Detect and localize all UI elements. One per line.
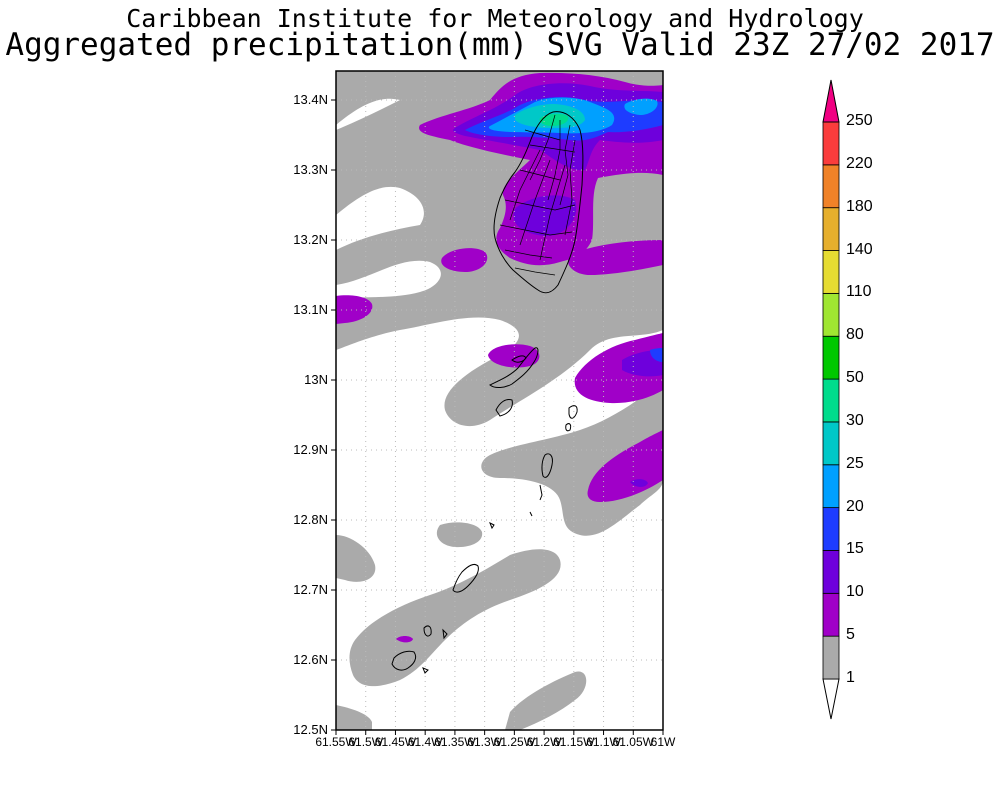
island-mustique bbox=[495, 399, 513, 417]
map-frame bbox=[335, 70, 664, 731]
colorbar-label: 80 bbox=[846, 326, 864, 344]
purple-blob-mid bbox=[488, 344, 540, 368]
colorbar-label: 180 bbox=[846, 197, 873, 215]
colorbar-label: 140 bbox=[846, 240, 873, 258]
island-union bbox=[452, 563, 479, 593]
purple-blob-east bbox=[574, 333, 663, 404]
grey-blob-sw bbox=[336, 705, 372, 730]
lat-label: 13.3N bbox=[293, 162, 328, 177]
lat-label: 12.9N bbox=[293, 442, 328, 457]
lon-label: 61.1W bbox=[586, 735, 621, 749]
grey-blob-w bbox=[336, 535, 376, 582]
purple-blob-far-w bbox=[336, 295, 373, 324]
colorbar-min-arrow bbox=[822, 678, 840, 720]
colorbar-segment bbox=[822, 164, 840, 209]
axis-ticks bbox=[331, 99, 664, 735]
colorbar-segment bbox=[822, 250, 840, 294]
lon-label: 61.5W bbox=[348, 735, 384, 749]
title-line-2: Aggregated precipitation(mm) SVG Valid 2… bbox=[5, 27, 995, 63]
colorbar-segment bbox=[822, 421, 840, 466]
grey-blob-se bbox=[505, 671, 587, 730]
colorbar-segment bbox=[822, 121, 840, 166]
lon-label: 61.25W bbox=[493, 735, 536, 749]
lat-label: 13.2N bbox=[293, 232, 328, 247]
lon-label: 61.2W bbox=[526, 735, 562, 749]
grey-band-ne bbox=[589, 400, 663, 480]
island-st-vincent bbox=[493, 111, 584, 294]
lon-label: 61.35W bbox=[434, 735, 476, 749]
lon-label: 61.55W bbox=[315, 735, 357, 749]
lon-label: 61.3W bbox=[467, 735, 502, 749]
colorbar-label: 25 bbox=[846, 454, 864, 472]
island-bequia bbox=[489, 347, 539, 388]
purple-blob-small bbox=[396, 636, 413, 643]
title-line-1: Caribbean Institute for Meteorology and … bbox=[126, 4, 864, 33]
lat-label: 12.6N bbox=[293, 652, 328, 667]
lat-label: 12.5N bbox=[293, 722, 328, 737]
colorbar-segment bbox=[822, 592, 840, 637]
colorbar-segment bbox=[822, 335, 840, 380]
colorbar-label: 50 bbox=[846, 369, 864, 387]
purple-blob-e bbox=[567, 240, 663, 275]
lat-label: 12.8N bbox=[293, 512, 328, 527]
purple-blob-w bbox=[441, 248, 488, 272]
colorbar-segment bbox=[822, 378, 840, 423]
colorbar-segment bbox=[822, 635, 840, 680]
lat-label: 13N bbox=[304, 372, 328, 387]
colorbar-segment bbox=[822, 464, 840, 509]
coastlines bbox=[391, 111, 584, 674]
colorbar-max-arrow bbox=[822, 79, 840, 123]
lat-label: 12.7N bbox=[293, 582, 328, 597]
colorbar-segment bbox=[822, 207, 840, 251]
colorbar-segment bbox=[822, 550, 840, 594]
grey-blob-sm bbox=[436, 522, 483, 548]
island-carriacou bbox=[391, 650, 417, 671]
colorbar-segment bbox=[822, 507, 840, 551]
lat-label: 13.4N bbox=[293, 92, 328, 107]
island-canouan bbox=[541, 453, 553, 478]
colorbar-segment bbox=[822, 292, 840, 337]
colorbar-label: 30 bbox=[846, 411, 864, 429]
lon-label: 61.15W bbox=[553, 735, 595, 749]
colorbar-label: 250 bbox=[846, 112, 873, 129]
lon-label: 61.45W bbox=[374, 735, 417, 749]
lon-label: 61.4W bbox=[407, 735, 443, 749]
grey-band-south bbox=[349, 549, 561, 687]
colorbar-label: 1 bbox=[846, 669, 855, 686]
lon-label: 61W bbox=[650, 735, 676, 749]
colorbar-label: 15 bbox=[846, 540, 864, 558]
lat-label: 13.1N bbox=[293, 302, 328, 317]
colorbar-label: 20 bbox=[846, 497, 864, 515]
map-plot-area bbox=[336, 71, 663, 730]
lon-label: 61.05W bbox=[612, 735, 654, 749]
colorbar-label: 110 bbox=[846, 283, 872, 301]
colorbar bbox=[822, 79, 840, 720]
colorbar-label: 10 bbox=[846, 583, 864, 601]
colorbar-label: 220 bbox=[846, 154, 873, 172]
colorbar-label: 5 bbox=[846, 626, 855, 644]
